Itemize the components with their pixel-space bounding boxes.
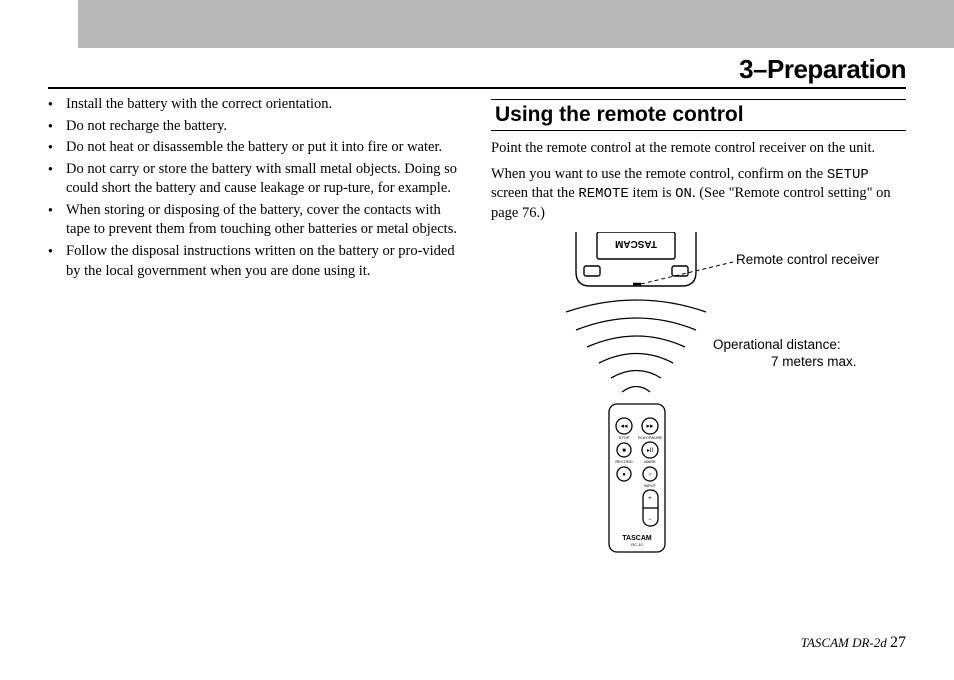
- bullet-item: When storing or disposing of the battery…: [66, 201, 463, 240]
- footer: TASCAM DR-2d 27: [801, 634, 906, 652]
- mark-label: MARK: [644, 459, 656, 464]
- svg-text:−: −: [648, 517, 652, 523]
- bullet-item: Do not heat or disassemble the battery o…: [66, 138, 463, 158]
- input-label: INPUT: [644, 483, 657, 488]
- mono-setup: SETUP: [827, 167, 869, 183]
- left-column: Install the battery with the correct ori…: [48, 95, 463, 572]
- text-run: When you want to use the remote control,…: [491, 166, 827, 182]
- svg-text:●: ●: [622, 472, 626, 478]
- bullet-item: Do not recharge the battery.: [66, 117, 463, 137]
- stop-label: STOP: [619, 435, 630, 440]
- callout-distance-2: 7 meters max.: [771, 354, 857, 369]
- footer-product: TASCAM DR-2d: [801, 635, 890, 650]
- page-content: 3–Preparation Install the battery with t…: [0, 48, 954, 572]
- paragraph-1: Point the remote control at the remote c…: [491, 139, 906, 159]
- svg-text:■: ■: [622, 448, 626, 454]
- paragraph-2: When you want to use the remote control,…: [491, 165, 906, 224]
- remote-diagram: TASCAM: [491, 232, 906, 572]
- rew-glyph: ◂◂: [620, 423, 628, 430]
- brand-remote: TASCAM: [622, 535, 652, 542]
- play-label: PLAY/PAUSE: [638, 435, 663, 440]
- ff-glyph: ▸▸: [646, 423, 654, 430]
- svg-text:▸II: ▸II: [647, 448, 654, 454]
- callout-receiver: Remote control receiver: [736, 252, 879, 267]
- mono-remote: REMOTE: [578, 186, 628, 202]
- bullet-item: Follow the disposal instructions written…: [66, 242, 463, 281]
- chapter-title: 3–Preparation: [48, 48, 906, 89]
- text-run: item is: [629, 185, 675, 201]
- bullet-item: Do not carry or store the battery with s…: [66, 160, 463, 199]
- svg-text:+: +: [648, 496, 652, 502]
- page-number: 27: [890, 634, 906, 651]
- brand-upside: TASCAM: [615, 238, 657, 249]
- two-column-layout: Install the battery with the correct ori…: [48, 95, 906, 572]
- svg-text:○: ○: [648, 472, 652, 478]
- mono-on: ON: [675, 186, 692, 202]
- battery-bullets: Install the battery with the correct ori…: [48, 95, 463, 281]
- right-column: Using the remote control Point the remot…: [491, 95, 906, 572]
- callout-distance-1: Operational distance:: [713, 337, 841, 352]
- remote-model: RC-10: [631, 542, 643, 547]
- diagram-svg: TASCAM: [521, 232, 751, 572]
- record-label: RECORD: [615, 459, 632, 464]
- section-title: Using the remote control: [491, 99, 906, 131]
- top-gray-bar: [78, 0, 954, 48]
- bullet-item: Install the battery with the correct ori…: [66, 95, 463, 115]
- text-run: screen that the: [491, 185, 578, 201]
